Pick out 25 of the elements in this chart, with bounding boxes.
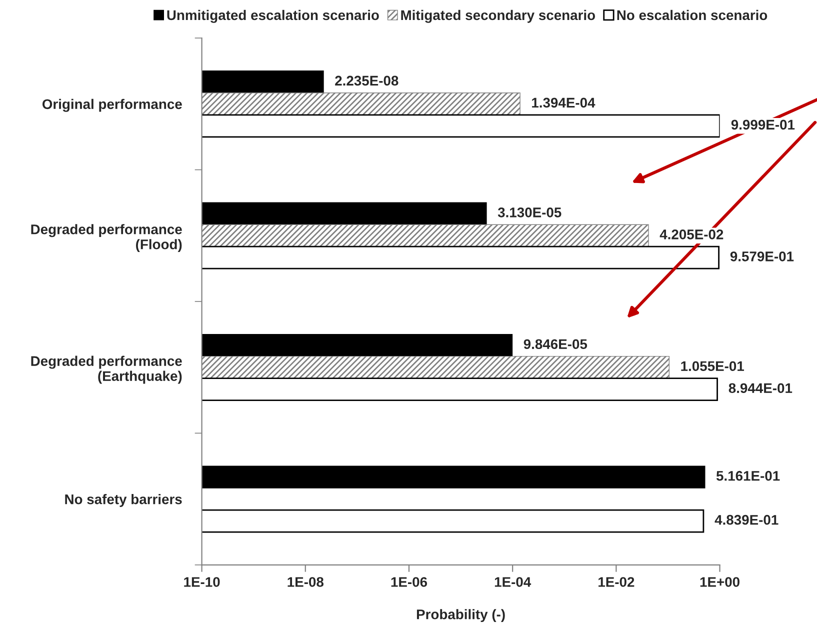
data-label: 5.161E-01 bbox=[716, 470, 780, 481]
y-tick-label: No safety barriers bbox=[65, 494, 182, 507]
legend-label: No escalation scenario bbox=[617, 10, 768, 20]
data-label: 1.394E-04 bbox=[532, 98, 596, 108]
legend-label: Mitigated secondary scenario bbox=[401, 10, 596, 23]
x-tick-label: 1E-06 bbox=[391, 577, 428, 587]
data-label: 9.999E-01 bbox=[731, 120, 795, 130]
data-label: 2.235E-08 bbox=[335, 76, 398, 86]
x-axis-title: Probability (-) bbox=[416, 609, 505, 622]
data-label: 3.130E-05 bbox=[498, 208, 562, 218]
data-label: 9.579E-01 bbox=[730, 252, 794, 262]
x-tick-label: 1E-04 bbox=[494, 577, 532, 587]
data-label: 8.944E-01 bbox=[728, 383, 792, 394]
y-tick-label: Degraded performance (Flood) bbox=[31, 224, 182, 252]
y-tick-label: Original performance bbox=[42, 98, 182, 112]
x-tick-label: 1E-10 bbox=[184, 577, 220, 587]
y-tick-label: Degraded performance (Earthquake) bbox=[31, 356, 182, 384]
data-label: 4.205E-02 bbox=[660, 230, 724, 240]
data-label: 9.846E-05 bbox=[524, 339, 588, 350]
x-tick-label: 1E-02 bbox=[598, 577, 634, 587]
legend-label: Unmitigated escalation scenario bbox=[167, 10, 379, 23]
data-label: 1.055E-01 bbox=[681, 361, 744, 372]
x-tick-label: 1E+00 bbox=[700, 577, 740, 587]
data-label: 4.839E-01 bbox=[714, 514, 778, 525]
x-tick-label: 1E-08 bbox=[288, 577, 324, 587]
